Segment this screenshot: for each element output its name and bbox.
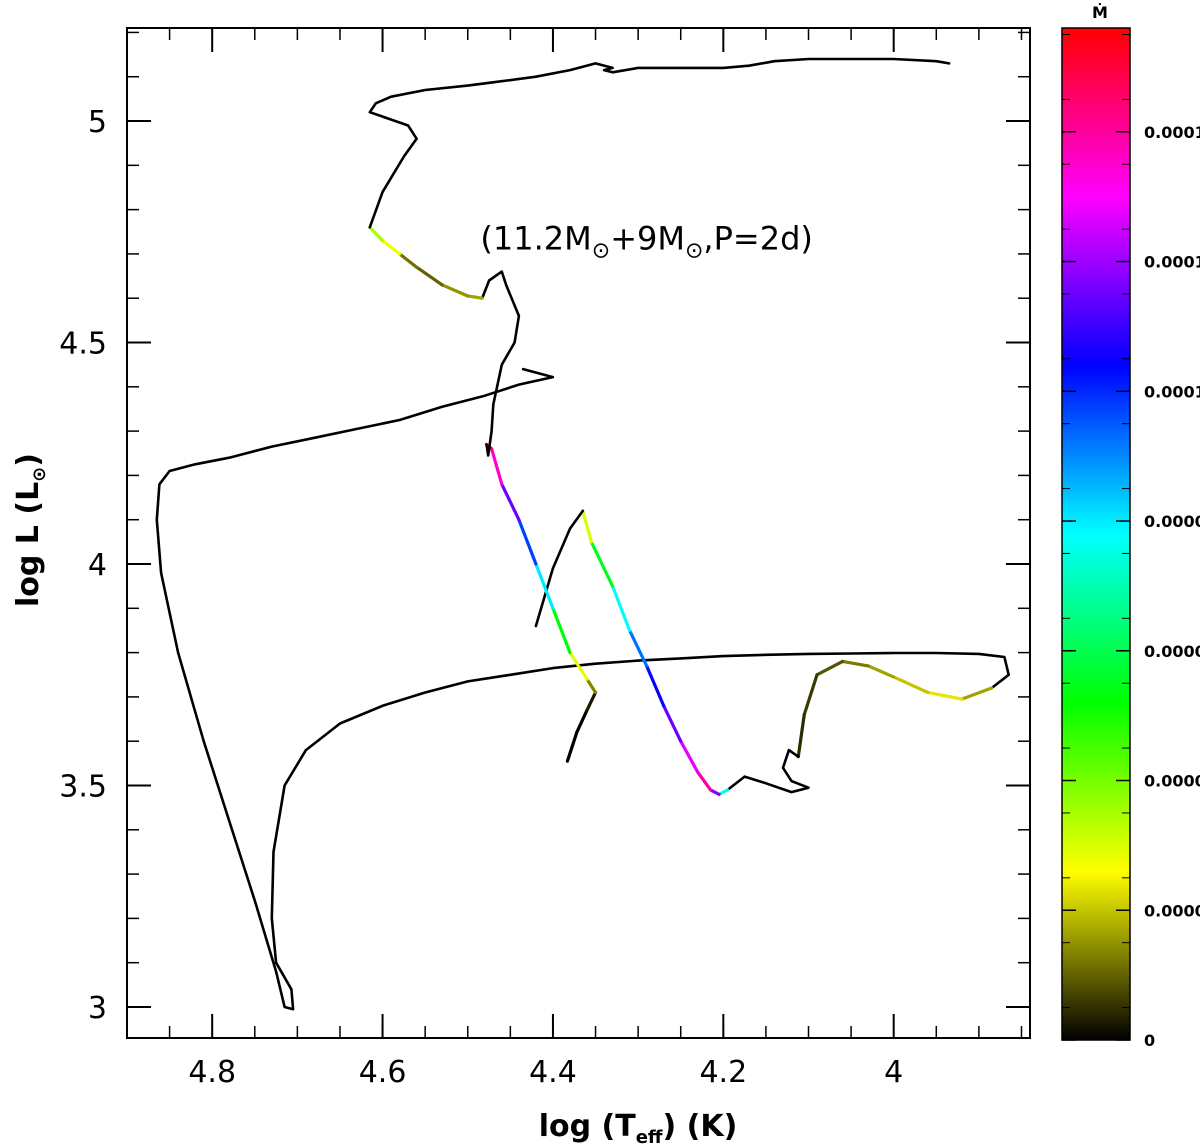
colorbar: 0 0.00002 0.00004 0.00006 0.00008 0.0001 0.000… xyxy=(1061,27,1200,1050)
y-tick-label: 5 xyxy=(88,105,107,140)
colored-track-segment xyxy=(796,659,994,759)
x-axis-label: log (Teff) (K) xyxy=(539,1109,738,1147)
track-segment xyxy=(534,509,585,628)
colored-track-segment xyxy=(368,225,484,300)
track-piece xyxy=(840,659,870,668)
track-segment xyxy=(726,748,810,794)
x-tick-label: 4 xyxy=(884,1055,903,1090)
track-piece xyxy=(585,690,598,712)
track-piece xyxy=(628,628,649,668)
track-piece xyxy=(581,509,593,544)
colorbar-tick-label: 0.00006 xyxy=(1144,642,1200,661)
track-piece xyxy=(466,294,484,300)
track-piece xyxy=(500,482,521,522)
y-tick-label: 4.5 xyxy=(59,327,107,362)
colored-track-segment xyxy=(484,442,598,763)
track-piece xyxy=(960,686,994,701)
colorbar-tick-label: 0.00004 xyxy=(1144,772,1200,791)
x-tick-label: 4.4 xyxy=(529,1055,577,1090)
track-piece xyxy=(645,664,666,708)
colorbar-title: Ṁ xyxy=(1092,3,1108,22)
track-piece xyxy=(440,283,470,298)
x-tick-label: 4.2 xyxy=(699,1055,747,1090)
track-piece xyxy=(368,225,385,243)
plot-frame xyxy=(126,27,1031,1039)
track-piece xyxy=(589,540,615,588)
plot-area: 4.8 4.6 4.4 4.2 4 3 3.5 4 4.5 5 xyxy=(59,27,1031,1090)
y-axis-label: log L (L⊙) xyxy=(11,453,50,607)
track-piece xyxy=(575,708,589,734)
track-piece xyxy=(679,739,700,774)
x-tick-label: 4.6 xyxy=(359,1055,407,1090)
y-tick-label: 4 xyxy=(88,548,107,583)
track-piece xyxy=(415,265,444,287)
colorbar-tick-label: 0.00008 xyxy=(1144,512,1200,531)
track-piece xyxy=(585,677,598,695)
track-piece xyxy=(708,788,721,796)
track-segment xyxy=(480,270,521,457)
track-piece xyxy=(892,675,930,695)
track-piece xyxy=(696,770,713,792)
track-piece xyxy=(490,447,504,486)
track-piece xyxy=(866,664,896,679)
colorbar-tick-label: 0 xyxy=(1144,1031,1155,1050)
y-tick-label: 3.5 xyxy=(59,770,107,805)
colorbar-tick-label: 0.0001 xyxy=(1144,382,1200,401)
colorbar-tick-label: 0.00012 xyxy=(1144,253,1200,272)
track-piece xyxy=(565,730,579,763)
track-piece xyxy=(610,584,632,633)
track-piece xyxy=(551,606,572,655)
colorbar-gradient xyxy=(1061,27,1131,1041)
track-piece xyxy=(534,562,555,610)
colorbar-tick-label: 0.00002 xyxy=(1144,901,1200,920)
track-piece xyxy=(517,518,538,566)
system-annotation: (11.2M⊙+9M⊙,P=2d) xyxy=(480,219,812,263)
track-piece xyxy=(568,651,589,681)
x-tick-label: 4.8 xyxy=(188,1055,236,1090)
colored-track-segment xyxy=(581,509,730,796)
track-piece xyxy=(815,659,845,677)
track-piece xyxy=(662,704,683,743)
track-segment xyxy=(155,518,1010,1011)
colorbar-tick-label: 0.00014 xyxy=(1144,123,1200,142)
track-piece xyxy=(398,252,419,269)
track-piece xyxy=(926,690,964,701)
y-tick-label: 3 xyxy=(88,991,107,1026)
track-piece xyxy=(380,239,402,256)
track-piece xyxy=(802,673,819,717)
track-piece xyxy=(796,713,806,759)
track-segment xyxy=(155,367,555,521)
track-segment xyxy=(368,57,951,229)
